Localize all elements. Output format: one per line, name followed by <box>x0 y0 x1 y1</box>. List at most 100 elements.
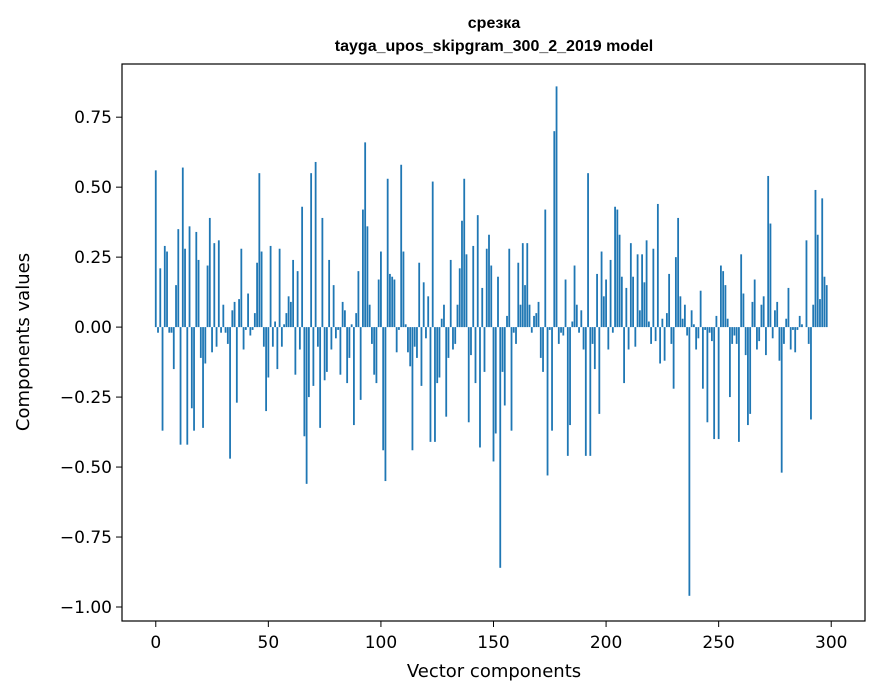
bar <box>157 327 159 333</box>
bar <box>629 243 632 328</box>
bar <box>305 327 308 484</box>
bar <box>211 327 213 353</box>
bar <box>434 327 436 442</box>
bar <box>380 251 382 328</box>
bar <box>373 327 376 375</box>
bar <box>749 327 752 414</box>
bar <box>620 276 623 328</box>
bar <box>560 327 562 333</box>
bar <box>769 223 772 328</box>
bar <box>819 299 821 328</box>
bar <box>796 327 799 330</box>
bar <box>636 254 639 328</box>
bar <box>656 203 659 328</box>
bar <box>499 327 502 568</box>
bar <box>265 327 267 412</box>
bar <box>508 248 511 328</box>
bar <box>521 243 524 328</box>
bar <box>555 86 558 328</box>
bar <box>206 265 209 328</box>
bar <box>217 240 220 328</box>
bar <box>697 327 700 339</box>
bar <box>301 206 304 328</box>
bar <box>328 259 331 328</box>
bar <box>362 209 364 328</box>
bar <box>375 327 378 384</box>
bar <box>341 301 344 328</box>
bar <box>289 301 292 328</box>
x-tick-label: 250 <box>702 633 734 653</box>
bar <box>188 226 191 328</box>
bar <box>695 327 698 350</box>
bar <box>319 327 322 428</box>
bar <box>422 282 425 328</box>
bar <box>425 327 427 339</box>
bar <box>503 327 506 406</box>
bar <box>458 268 461 328</box>
bar <box>339 327 342 375</box>
bar <box>476 215 479 328</box>
bar <box>663 327 666 361</box>
bar <box>398 327 400 330</box>
bar <box>643 282 646 328</box>
bar <box>715 315 718 328</box>
y-tick-label: −1.00 <box>60 598 112 618</box>
bar <box>600 251 603 328</box>
bar <box>528 304 531 328</box>
bar <box>661 318 664 328</box>
y-tick-label: 0.75 <box>74 108 112 128</box>
bar <box>756 327 758 350</box>
bar <box>166 251 168 328</box>
bar <box>526 243 529 328</box>
bar <box>641 254 643 328</box>
bar <box>280 327 283 347</box>
bar <box>238 299 240 328</box>
bar <box>314 161 317 328</box>
bar <box>274 321 276 328</box>
bar <box>251 327 254 330</box>
bar <box>551 327 553 431</box>
bar <box>812 304 815 328</box>
bar <box>334 327 337 339</box>
chart-subtitle: tayga_upos_skipgram_300_2_2019 model <box>335 38 653 55</box>
y-tick-label: 0.25 <box>74 248 112 268</box>
bar <box>683 304 686 328</box>
bar <box>202 327 204 428</box>
bar <box>731 327 734 344</box>
bar <box>407 327 409 353</box>
bar <box>699 290 702 328</box>
bar <box>794 327 797 353</box>
x-tick-label: 300 <box>815 633 847 653</box>
bar <box>740 254 743 328</box>
bar <box>445 327 448 417</box>
bar <box>177 229 180 328</box>
bar <box>312 327 315 386</box>
x-axis-label: Vector components <box>407 661 581 682</box>
bar <box>753 279 756 328</box>
bar <box>596 273 598 328</box>
bar <box>240 248 243 328</box>
bar <box>670 327 673 344</box>
bar <box>767 175 770 328</box>
y-axis-ticks: 0.75 0.50 0.25 0.00 −0.25 −0.50 −0.75 −1.00 <box>60 108 122 618</box>
bar <box>267 327 270 378</box>
bar <box>186 327 189 445</box>
bar <box>285 313 288 328</box>
bar <box>389 273 391 328</box>
bar <box>298 327 301 350</box>
bar-series <box>154 86 830 596</box>
x-tick-label: 200 <box>590 633 622 653</box>
bar <box>431 181 434 328</box>
bar <box>801 324 803 328</box>
bar <box>402 251 405 328</box>
bar <box>483 327 486 372</box>
bar <box>501 327 504 372</box>
bar <box>294 327 297 375</box>
bar <box>247 293 249 328</box>
bar <box>353 327 355 426</box>
bar <box>778 327 781 361</box>
bar <box>650 327 653 344</box>
bar <box>729 327 731 398</box>
bar <box>515 327 517 344</box>
